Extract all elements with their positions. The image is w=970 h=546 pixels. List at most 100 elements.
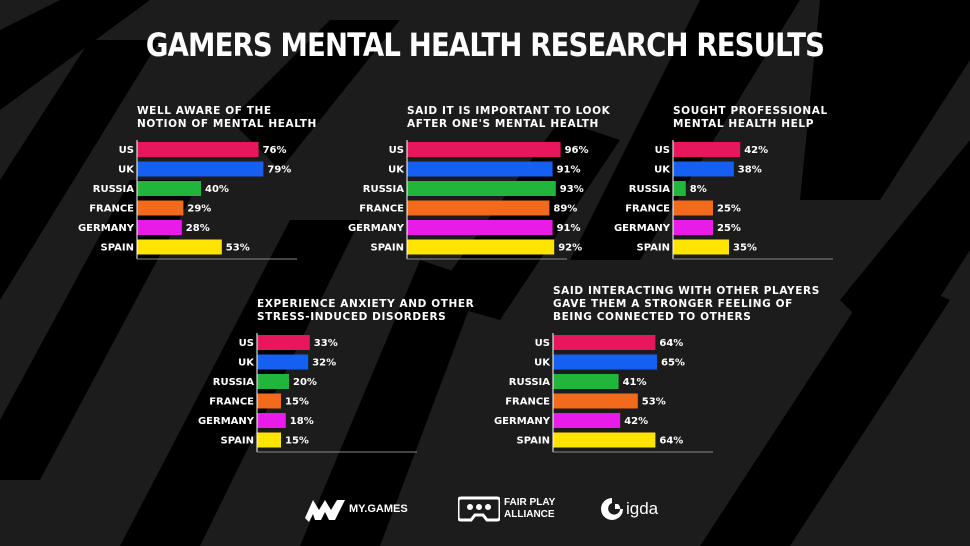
value-label: 15%	[285, 436, 309, 447]
bar-france	[673, 200, 713, 216]
value-label: 18%	[290, 416, 314, 427]
category-label: US	[535, 338, 550, 349]
category-label: GERMANY	[348, 223, 405, 234]
value-label: 76%	[263, 145, 287, 156]
bar-spain	[137, 239, 222, 255]
value-label: 53%	[642, 397, 666, 408]
mygames-logo-text: MY.GAMES	[349, 503, 408, 515]
chart-importance: US 96% UK 91% RUSSIA 93% FRANCE 89% GERMANY 91% SP…	[348, 140, 589, 260]
value-label: 64%	[659, 338, 683, 349]
bar-uk	[407, 161, 553, 177]
value-label: 41%	[623, 377, 647, 388]
bar-russia	[673, 181, 686, 196]
category-label: SPAIN	[371, 243, 404, 254]
bar-uk	[553, 354, 657, 370]
value-label: 28%	[186, 223, 210, 234]
value-label: 96%	[565, 145, 589, 156]
value-label: 35%	[733, 243, 757, 254]
category-label: GERMANY	[494, 416, 551, 427]
value-label: 64%	[659, 436, 683, 447]
mygames-icon	[305, 500, 345, 522]
category-label: RUSSIA	[629, 184, 670, 195]
bar-russia	[137, 181, 201, 196]
bar-france	[257, 393, 281, 409]
bar-germany	[673, 220, 713, 235]
category-label: SPAIN	[221, 436, 254, 447]
chart-connection: US 64% UK 65% RUSSIA 41% FRANCE 53% GERMANY 42% SP…	[494, 333, 713, 453]
value-label: 79%	[267, 165, 291, 176]
value-label: 53%	[226, 243, 250, 254]
gamepad-icon	[458, 496, 500, 522]
chart-awareness: US 76% UK 79% RUSSIA 40% FRANCE 29% GERMANY 28% SP…	[78, 140, 297, 260]
category-label: SPAIN	[637, 243, 670, 254]
igda-icon	[601, 498, 623, 520]
value-label: 25%	[717, 204, 741, 215]
category-label: RUSSIA	[213, 377, 254, 388]
igda-logo: igda	[600, 496, 658, 522]
category-label: FRANCE	[625, 204, 670, 215]
bar-uk	[257, 354, 309, 370]
value-label: 65%	[661, 358, 685, 369]
category-label: FRANCE	[505, 397, 550, 408]
bar-russia	[553, 374, 619, 389]
category-label: US	[239, 338, 254, 349]
bar-us	[137, 142, 259, 157]
fairplay-logo-line2: ALLIANCE	[504, 509, 555, 520]
category-label: UK	[118, 165, 135, 176]
fairplay-alliance-logo: FAIR PLAY ALLIANCE	[458, 494, 555, 524]
bar-spain	[553, 432, 656, 448]
value-label: 91%	[557, 223, 581, 234]
chart-2-title: SAID IT IS IMPORTANT TO LOOK AFTER ONE'S…	[407, 105, 611, 130]
category-label: FRANCE	[359, 204, 404, 215]
value-label: 38%	[738, 165, 762, 176]
chart-3-title: SOUGHT PROFESSIONAL MENTAL HEALTH HELP	[673, 105, 828, 130]
value-label: 29%	[187, 204, 211, 215]
bar-france	[137, 200, 184, 216]
bar-germany	[137, 220, 182, 235]
category-label: RUSSIA	[509, 377, 550, 388]
bar-us	[407, 142, 561, 157]
value-label: 25%	[717, 223, 741, 234]
bar-us	[553, 335, 656, 350]
value-label: 91%	[557, 165, 581, 176]
bar-germany	[407, 220, 553, 235]
category-label: US	[119, 145, 134, 156]
category-label: GERMANY	[614, 223, 671, 234]
category-label: FRANCE	[209, 397, 254, 408]
bar-us	[257, 335, 310, 350]
value-label: 89%	[553, 204, 577, 215]
bar-russia	[257, 374, 289, 389]
chart-5-title: SAID INTERACTING WITH OTHER PLAYERS GAVE…	[553, 285, 820, 323]
bar-germany	[257, 413, 286, 428]
value-label: 33%	[314, 338, 338, 349]
category-label: US	[655, 145, 670, 156]
value-label: 32%	[312, 358, 336, 369]
mygames-logo: MY.GAMES	[305, 496, 408, 522]
chart-anxiety: US 33% UK 32% RUSSIA 20% FRANCE 15% GERMANY 18% SP…	[198, 333, 417, 453]
category-label: RUSSIA	[363, 184, 404, 195]
bar-uk	[673, 161, 734, 177]
chart-1-title: WELL AWARE OF THE NOTION OF MENTAL HEALT…	[137, 105, 317, 130]
value-label: 92%	[558, 243, 582, 254]
category-label: UK	[654, 165, 671, 176]
category-label: UK	[388, 165, 405, 176]
value-label: 42%	[744, 145, 768, 156]
chart-4-title: EXPERIENCE ANXIETY AND OTHER STRESS-INDU…	[257, 298, 475, 323]
category-label: GERMANY	[78, 223, 135, 234]
bar-france	[553, 393, 638, 409]
value-label: 20%	[293, 377, 317, 388]
bar-us	[673, 142, 741, 157]
fairplay-logo-line1: FAIR PLAY	[504, 497, 556, 508]
category-label: SPAIN	[101, 243, 134, 254]
footer-logos: MY.GAMES FAIR PLAY ALLIANCE igda	[0, 490, 970, 530]
igda-logo-text: igda	[626, 499, 659, 518]
bar-germany	[553, 413, 621, 428]
bar-russia	[407, 181, 556, 196]
category-label: UK	[534, 358, 551, 369]
chart-professional-help: US 42% UK 38% RUSSIA 8% FRANCE 25% GERMANY 25% SPA…	[614, 140, 833, 260]
value-label: 93%	[560, 184, 584, 195]
category-label: GERMANY	[198, 416, 255, 427]
category-label: RUSSIA	[93, 184, 134, 195]
bar-france	[407, 200, 550, 216]
